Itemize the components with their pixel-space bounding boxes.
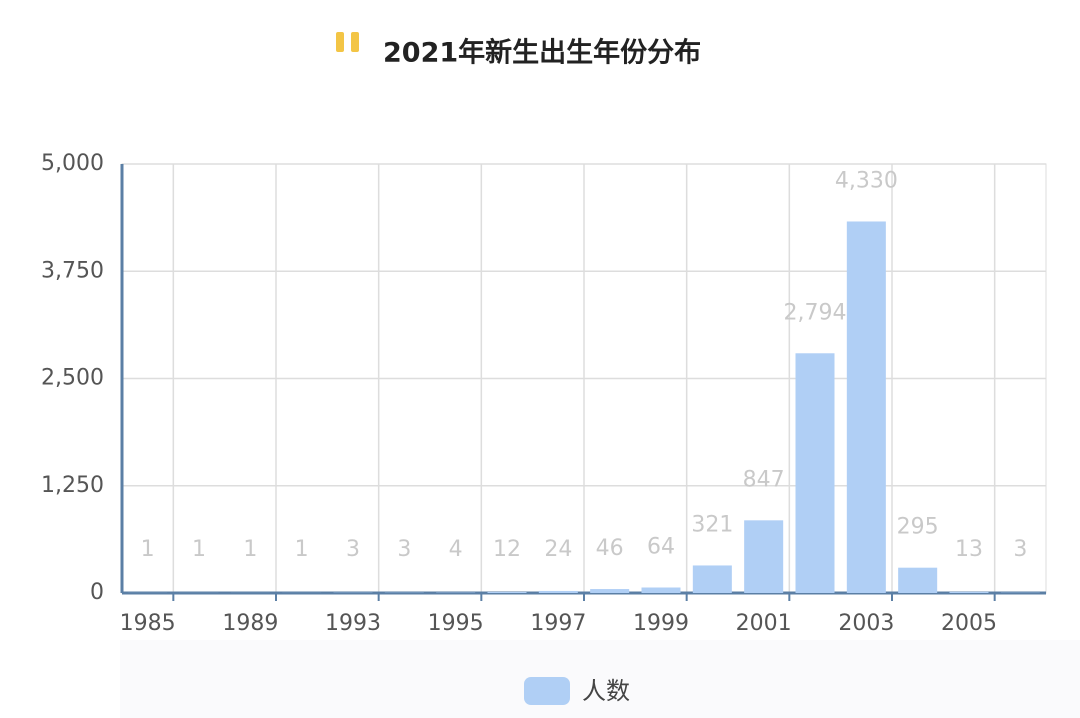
data-label: 1 [192, 537, 206, 562]
bar [846, 221, 886, 593]
bar [692, 565, 732, 593]
data-label: 1 [295, 537, 309, 562]
title-mark [336, 32, 344, 52]
data-label: 4 [449, 537, 463, 562]
data-label: 64 [647, 535, 675, 560]
legend-swatch [524, 677, 570, 705]
chart-title: 2021年新生出生年份分布 [383, 37, 701, 69]
bar [487, 591, 527, 593]
x-tick-label: 1989 [222, 611, 278, 636]
legend-label: 人数 [582, 677, 630, 705]
y-tick-label: 3,750 [41, 258, 104, 283]
x-tick-label: 2003 [838, 611, 894, 636]
bar [795, 353, 835, 593]
data-label: 13 [955, 537, 983, 562]
title-mark [351, 32, 359, 52]
y-tick-label: 2,500 [41, 366, 104, 391]
data-label: 46 [596, 536, 624, 561]
data-label: 12 [493, 537, 521, 562]
x-tick-label: 1993 [325, 611, 381, 636]
data-label: 3 [397, 537, 411, 562]
data-label: 4,330 [835, 168, 898, 193]
x-tick-label: 1985 [120, 611, 176, 636]
bar [744, 520, 784, 593]
bar [590, 589, 630, 593]
data-label: 2,794 [784, 300, 847, 325]
bar [898, 567, 938, 593]
bar [538, 590, 578, 593]
x-tick-label: 1999 [633, 611, 689, 636]
data-label: 3 [346, 537, 360, 562]
x-tick-label: 2005 [941, 611, 997, 636]
bar [641, 587, 681, 593]
bar [949, 591, 989, 593]
x-tick-label: 1995 [428, 611, 484, 636]
footer-bg [120, 640, 1080, 718]
data-label: 24 [544, 537, 572, 562]
data-label: 3 [1013, 537, 1027, 562]
x-tick-label: 1997 [530, 611, 586, 636]
data-label: 847 [743, 467, 785, 492]
data-label: 295 [897, 515, 939, 540]
data-label: 321 [691, 512, 733, 537]
x-tick-label: 2001 [736, 611, 792, 636]
y-tick-label: 1,250 [41, 473, 104, 498]
data-label: 1 [243, 537, 257, 562]
data-label: 1 [141, 537, 155, 562]
y-tick-label: 5,000 [41, 151, 104, 176]
y-tick-label: 0 [90, 580, 104, 605]
